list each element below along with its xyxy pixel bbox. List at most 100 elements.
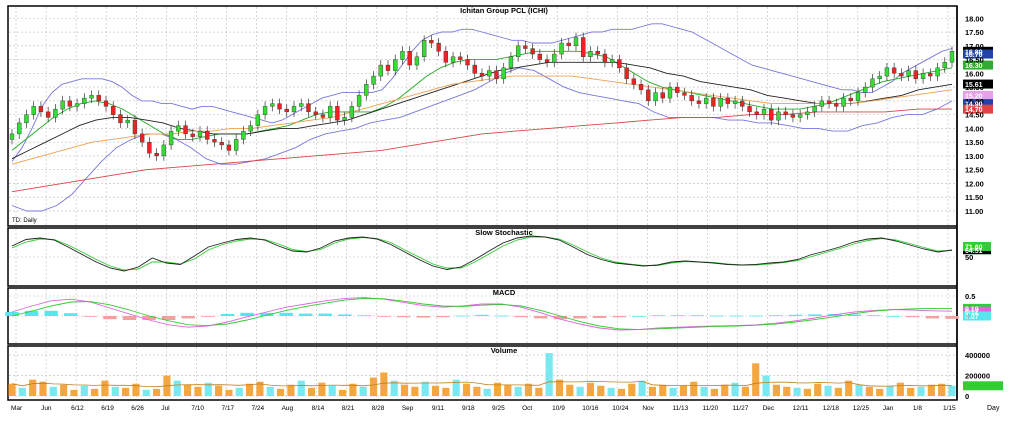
candle-up [920, 73, 926, 80]
volume-bar-orange [194, 386, 202, 396]
candle-down [682, 92, 687, 96]
candle-up [327, 106, 333, 118]
candle-down [769, 108, 774, 121]
candle-down [436, 42, 441, 52]
candle-down [740, 100, 745, 107]
x-tick-label: 12/18 [823, 405, 840, 412]
candle-down [566, 42, 571, 46]
macd-hist-bar-pos [338, 314, 352, 316]
candle-down [696, 100, 702, 104]
volume-bar-cyan [762, 375, 770, 396]
candle-up [949, 51, 955, 63]
candle-down [226, 144, 232, 151]
volume-bar-cyan [235, 387, 243, 396]
volume-bar-orange [411, 386, 419, 396]
price-tag-label: 14.70 [965, 107, 983, 114]
volume-bar-orange [617, 388, 626, 396]
volume-bar-cyan [204, 382, 212, 396]
price-tag-box [963, 49, 993, 59]
x-tick-label: 6/19 [101, 405, 114, 412]
candle-down [111, 106, 116, 115]
volume-bar-orange [473, 386, 481, 396]
macd-hist-bar-pos [710, 315, 724, 317]
x-tick-label: 7/10 [191, 405, 204, 412]
price-tick-label: 18.00 [965, 14, 984, 23]
macd-tag-label: 0.19 [965, 306, 979, 313]
price-tag-label: 14.90 [965, 102, 983, 109]
volume-bar-cyan [297, 380, 305, 396]
corner-note: TD: Daily [12, 218, 37, 224]
candle-down [790, 114, 796, 118]
series-line-bollinger-lower [11, 67, 953, 212]
macd-hist-bar-pos [64, 313, 78, 316]
candle-down [443, 51, 449, 63]
candle-down [118, 114, 123, 124]
candle-down [429, 40, 434, 44]
x-axis-unit-label: Day [987, 405, 1000, 412]
candle-up [168, 130, 174, 146]
price-tick-label: 16.00 [965, 69, 984, 78]
volume-tick-label: 0 [965, 392, 969, 401]
macd-hist-bar-neg [612, 316, 626, 318]
macd-hist-bar-pos [651, 315, 665, 316]
x-tick-label: 1/8 [913, 405, 922, 412]
volume-bar-cyan [49, 386, 57, 396]
x-tick-label: 11/20 [702, 405, 718, 412]
candle-up [233, 139, 239, 151]
candle-down [899, 73, 904, 77]
x-tick-label: Mar [11, 405, 23, 412]
macd-hist-bar-neg [416, 316, 430, 318]
candle-up [487, 70, 492, 77]
volume-bar-orange [938, 383, 946, 396]
volume-bar-cyan [638, 380, 646, 396]
macd-hist-bar-neg [181, 316, 195, 319]
volume-bar-cyan [452, 379, 460, 396]
volume-bar-orange [752, 363, 760, 396]
macd-hist-bar-neg [122, 316, 137, 320]
candle-down [132, 119, 138, 135]
price-tick-label: 13.50 [965, 138, 984, 147]
volume-bar-orange [597, 385, 605, 396]
volume-bar-orange [628, 383, 636, 396]
macd-hist-bar-neg [377, 316, 391, 317]
candle-down [595, 51, 600, 55]
x-tick-label: 7/24 [252, 405, 265, 412]
volume-bar-orange [814, 383, 822, 396]
candle-down [313, 111, 318, 115]
macd-hist-bar-pos [455, 315, 470, 317]
macd-hist-bar-pos [886, 316, 900, 317]
macd-hist-bar-neg [945, 316, 959, 319]
series-line-volume-ma [11, 380, 953, 388]
candle-up [125, 119, 130, 124]
macd-hist-bar-pos [866, 315, 881, 316]
x-tick-label: 8/14 [312, 405, 325, 412]
x-tick-label: 7/17 [221, 405, 234, 412]
price-tick-label: 14.00 [965, 124, 984, 133]
price-tick-label: 14.50 [965, 111, 984, 120]
candle-down [320, 114, 326, 118]
candle-up [364, 84, 369, 96]
macd-hist-bar-pos [808, 314, 822, 316]
volume-bar-orange [907, 387, 915, 396]
volume-bar-cyan [545, 353, 553, 396]
volume-bar-orange [504, 384, 512, 396]
x-tick-label: Oct [522, 405, 532, 412]
volume-bar-cyan [669, 387, 677, 396]
x-tick-label: 9/18 [462, 405, 475, 412]
series-line-sma-long [11, 108, 952, 193]
candle-down [638, 84, 644, 91]
price-tag-box [963, 60, 993, 70]
candle-up [573, 37, 579, 46]
x-tick-label: 8/21 [342, 405, 355, 412]
candle-up [855, 92, 861, 102]
candle-down [306, 103, 311, 113]
candle-up [349, 106, 355, 118]
candle-up [53, 108, 58, 118]
volume-bar-cyan [359, 386, 367, 396]
candle-down [624, 67, 629, 80]
candle-down [826, 100, 832, 104]
price-tick-label: 17.50 [965, 28, 984, 37]
candle-up [356, 95, 362, 107]
x-tick-label: Jul [161, 405, 170, 412]
volume-bar-cyan [80, 385, 88, 396]
